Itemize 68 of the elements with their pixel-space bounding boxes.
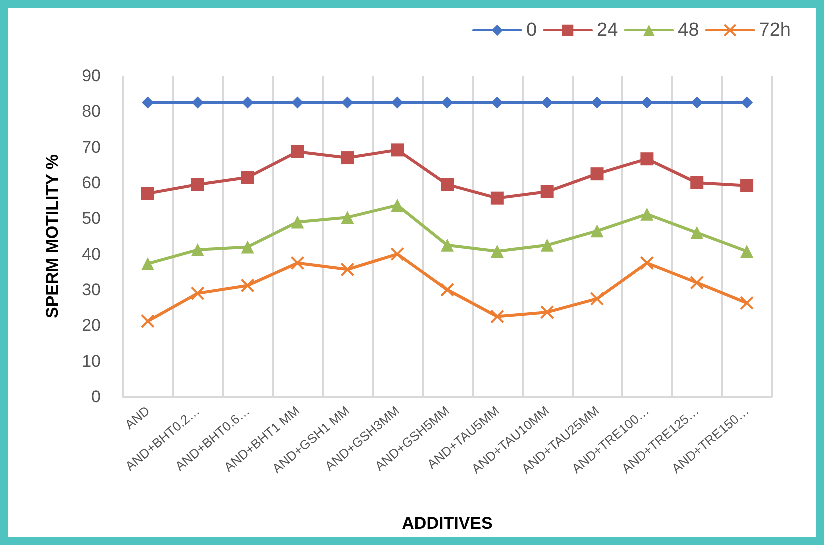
point (441, 178, 454, 192)
point (341, 211, 354, 224)
point (140, 314, 155, 328)
y-tick-label: 10 (82, 352, 101, 371)
point (141, 257, 154, 270)
point (442, 96, 454, 109)
point (690, 176, 704, 190)
point (491, 96, 504, 109)
legend-label: 48 (678, 20, 700, 41)
point (292, 96, 304, 109)
point (490, 310, 504, 324)
point (391, 198, 404, 212)
point (490, 244, 504, 258)
x-axis-title: ADDITIVES (402, 514, 493, 533)
point (640, 152, 654, 166)
point (690, 276, 704, 290)
point (291, 145, 304, 158)
point (590, 168, 604, 181)
y-tick-label: 80 (82, 102, 101, 122)
point (740, 179, 754, 192)
point (342, 96, 354, 109)
y-tick-label: 20 (82, 316, 101, 336)
legend-label: 0 (526, 20, 538, 41)
y-tick-label: 70 (82, 138, 101, 157)
point (440, 283, 454, 297)
point (241, 240, 254, 254)
y-tick-label: 50 (82, 209, 101, 228)
point (740, 296, 754, 310)
y-axis-title: SPERM MOTILITY % (43, 154, 62, 319)
point (690, 226, 704, 240)
point (340, 262, 355, 277)
point (640, 208, 654, 221)
y-tick-label: 90 (82, 66, 101, 86)
point (241, 171, 254, 184)
point (641, 96, 654, 109)
point (540, 238, 554, 252)
y-tick-label: 0 (92, 388, 101, 406)
point (590, 224, 604, 238)
y-tick-label: 60 (82, 174, 101, 192)
legend-label: 24 (597, 20, 619, 41)
point (740, 244, 754, 258)
point (392, 96, 404, 109)
point (291, 216, 304, 229)
point (640, 256, 654, 270)
legend-label: 72h (759, 20, 791, 41)
point (540, 185, 554, 198)
point (741, 96, 754, 109)
point (691, 96, 704, 109)
point (190, 286, 205, 301)
point (590, 292, 604, 306)
point (191, 244, 204, 257)
point (141, 187, 154, 200)
point (591, 96, 604, 109)
point (240, 278, 255, 293)
point (242, 96, 254, 109)
y-tick-label: 40 (82, 244, 101, 264)
point (490, 192, 504, 205)
point (290, 256, 305, 270)
y-tick-label: 30 (82, 280, 101, 300)
point (441, 238, 454, 252)
point (391, 144, 404, 157)
point (191, 178, 204, 192)
point (192, 96, 204, 109)
point (142, 96, 154, 109)
point (341, 152, 354, 165)
point (390, 247, 405, 262)
point (541, 96, 554, 109)
point (540, 305, 554, 320)
